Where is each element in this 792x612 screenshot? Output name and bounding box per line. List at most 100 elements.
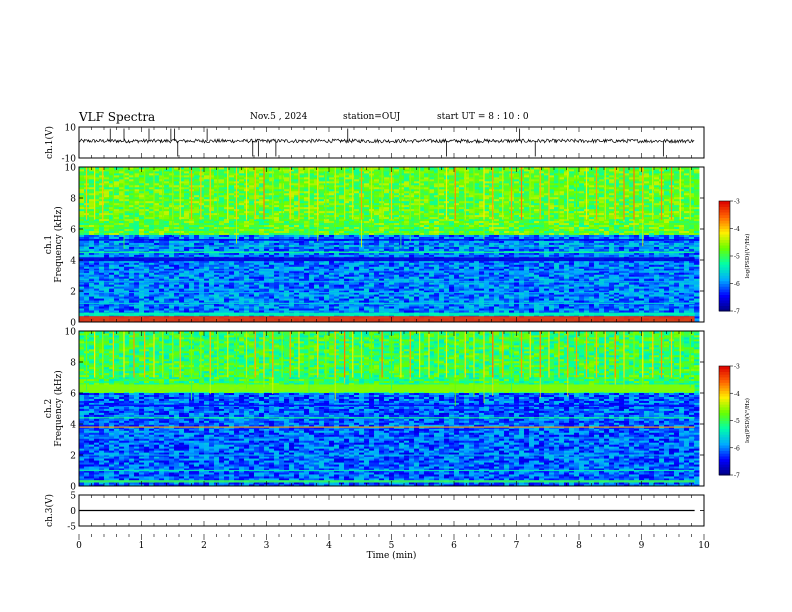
spectrogram-cell <box>624 300 630 303</box>
spectrogram-cell <box>134 306 140 309</box>
spectrogram-cell <box>629 290 635 293</box>
spectrogram-cell <box>414 292 420 295</box>
spectrogram-cell <box>439 260 445 263</box>
spectrogram-cell <box>109 308 115 311</box>
spectrogram-cell <box>434 288 440 291</box>
spectrogram-cell <box>284 262 290 265</box>
spectrogram-cell <box>79 290 85 293</box>
spectrogram-cell <box>569 298 575 301</box>
spectrogram-cell <box>244 276 250 279</box>
spectrogram-cell <box>419 292 425 295</box>
spectrogram-cell <box>439 264 445 267</box>
spectrogram-cell <box>434 286 440 289</box>
spectrogram-cell <box>159 298 165 301</box>
spectrogram-cell <box>94 310 100 313</box>
spectrogram-cell <box>234 300 240 303</box>
spectrogram-cell <box>664 310 670 313</box>
spectrogram-cell <box>544 288 550 291</box>
spectrogram-cell <box>314 272 320 275</box>
spectrogram-cell <box>484 306 490 309</box>
ch1-spectrogram-cells <box>79 167 700 323</box>
spectrogram-cell <box>399 304 405 307</box>
spectrogram-cell <box>494 294 500 297</box>
spectrogram-cell <box>179 272 185 275</box>
spectrogram-cell <box>594 304 600 307</box>
spectrogram-cell <box>129 304 135 307</box>
spectrogram-cell <box>599 272 605 275</box>
spectrogram-cell <box>624 254 630 257</box>
waveform-trace <box>78 137 695 145</box>
spectrogram-cell <box>694 314 700 317</box>
spectrogram-cell <box>419 262 425 265</box>
spectrogram-cell <box>549 306 555 309</box>
spectrogram-cell <box>434 300 440 303</box>
spectrogram-cell <box>294 294 300 297</box>
spectrogram-cell <box>599 270 605 273</box>
spectrogram-cell <box>379 288 385 291</box>
spectrogram-cell <box>349 306 355 309</box>
spectrogram-cell <box>494 290 500 293</box>
spectrogram-cell <box>354 270 360 273</box>
spectrogram-cell <box>339 266 345 269</box>
spectrogram-cell <box>229 264 235 267</box>
spectrogram-cell <box>84 296 90 299</box>
spectrogram-cell <box>209 260 215 263</box>
spectrogram-cell <box>424 278 430 281</box>
spectrogram-cell <box>199 284 205 287</box>
spectrogram-cell <box>619 304 625 307</box>
spectrogram-cell <box>664 296 670 299</box>
spectrogram-cell <box>664 262 670 265</box>
spectrogram-cell <box>224 270 230 273</box>
spectrogram-cell <box>594 276 600 279</box>
spectrogram-cell <box>619 294 625 297</box>
spectrogram-cell <box>659 284 665 287</box>
spectrogram-cell <box>219 264 225 267</box>
spectrogram-cell <box>444 304 450 307</box>
spectrogram-cell <box>169 284 175 287</box>
spectrogram-cell <box>514 296 520 299</box>
spectrogram-cell <box>414 252 420 255</box>
spectrogram-cell <box>224 286 230 289</box>
spectrogram-cell <box>329 296 335 299</box>
spectrogram-cell <box>89 268 95 271</box>
spectrogram-cell <box>94 288 100 291</box>
spectrogram-cell <box>694 282 700 285</box>
spectrogram-cell <box>474 292 480 295</box>
spectrogram-cell <box>684 290 690 293</box>
spectrogram-cell <box>349 300 355 303</box>
spectrogram-cell <box>449 288 455 291</box>
spectrogram-cell <box>134 260 140 263</box>
spectrogram-cell <box>339 260 345 263</box>
spectrogram-cell <box>569 292 575 295</box>
spectrogram-cell <box>654 310 660 313</box>
spectrogram-cell <box>189 270 195 273</box>
spectrogram-cell <box>574 292 580 295</box>
spectrogram-cell <box>124 310 130 313</box>
spectrogram-cell <box>259 286 265 289</box>
spectrogram-cell <box>594 282 600 285</box>
spectrogram-cell <box>634 294 640 297</box>
spectrogram-cell <box>79 308 85 311</box>
spectrogram-cell <box>329 252 335 255</box>
spectrogram-cell <box>244 290 250 293</box>
spectrogram-cell <box>639 286 645 289</box>
spectrogram-cell <box>189 292 195 295</box>
spectrogram-cell <box>399 308 405 311</box>
spectrogram-cell <box>139 264 145 267</box>
spectrogram-cell <box>164 292 170 295</box>
spectrogram-cell <box>619 298 625 301</box>
spectrogram-cell <box>329 298 335 301</box>
spectrogram-cell <box>524 262 530 265</box>
spectrogram-cell <box>109 274 115 277</box>
spectrogram-cell <box>529 284 535 287</box>
spectrogram-cell <box>334 268 340 271</box>
spectrogram-cell <box>284 308 290 311</box>
spectrogram-cell <box>314 268 320 271</box>
spectrogram-cell <box>274 264 280 267</box>
spectrogram-cell <box>134 276 140 279</box>
spectrogram-cell <box>169 264 175 267</box>
spectrogram-cell <box>329 274 335 277</box>
spectrogram-cell <box>639 270 645 273</box>
spectrogram-cell <box>634 270 640 273</box>
spectrogram-cell <box>184 276 190 279</box>
